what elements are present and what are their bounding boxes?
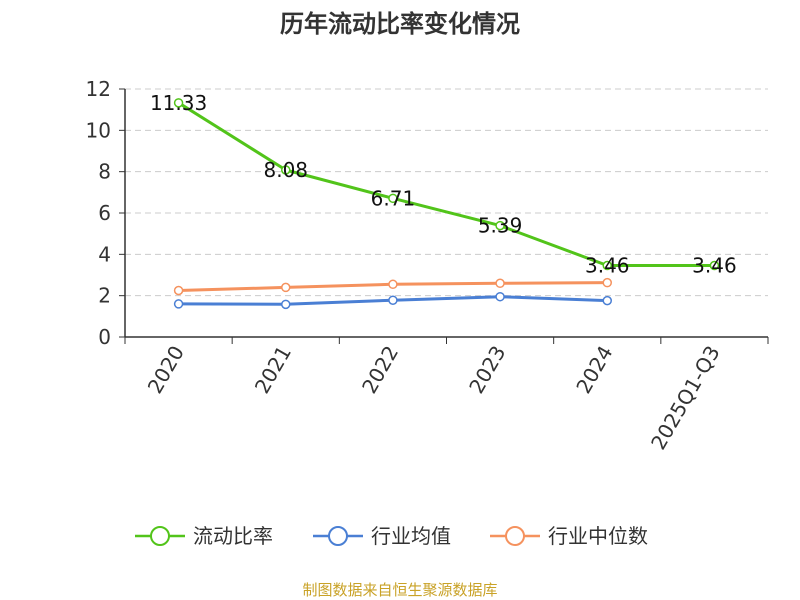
source-note: 制图数据来自恒生聚源数据库 xyxy=(302,581,497,599)
y-tick-label: 8 xyxy=(98,160,111,184)
data-point xyxy=(388,279,398,290)
data-label: 6.71 xyxy=(371,186,416,210)
legend-label: 流动比率 xyxy=(193,524,273,548)
data-point xyxy=(173,285,184,296)
data-point xyxy=(602,277,612,288)
grid xyxy=(125,88,768,297)
legend-label: 行业均值 xyxy=(371,524,451,548)
data-label: 3.46 xyxy=(692,253,737,277)
data-label: 5.39 xyxy=(478,214,523,238)
y-tick-label: 2 xyxy=(98,284,111,308)
data-point xyxy=(495,220,505,231)
data-point xyxy=(495,291,505,302)
x-tick-label: 2021 xyxy=(250,342,296,398)
x-tick-label: 2025Q1-Q3 xyxy=(646,342,725,454)
legend-marker xyxy=(328,526,348,546)
data-point xyxy=(602,260,612,271)
legend-item-1[interactable]: 行业均值 xyxy=(313,524,451,548)
legend-item-2[interactable]: 行业中位数 xyxy=(490,524,648,548)
x-tick-label: 2023 xyxy=(464,342,510,398)
chart-title: 历年流动比率变化情况 xyxy=(280,10,520,38)
data-point xyxy=(709,260,720,271)
legend-marker xyxy=(150,526,170,546)
data-point xyxy=(495,278,505,289)
x-tick-label: 2024 xyxy=(571,342,617,398)
data-point xyxy=(388,295,398,305)
data-point xyxy=(173,299,184,309)
y-tick-label: 0 xyxy=(98,325,111,349)
data-labels: 11.33 8.08 6.71 5.39 3.46 3.46 xyxy=(150,91,737,278)
legend-marker xyxy=(505,526,525,546)
data-point xyxy=(281,282,291,293)
x-tick-label: 2022 xyxy=(357,342,403,398)
series-line-0 xyxy=(177,101,715,267)
data-point xyxy=(173,98,184,108)
y-tick-label: 6 xyxy=(98,201,111,225)
y-tick-label: 4 xyxy=(98,242,111,266)
data-label: 8.08 xyxy=(263,158,308,182)
data-label: 3.46 xyxy=(585,253,630,277)
data-point xyxy=(281,299,291,310)
x-tick-label: 2020 xyxy=(143,342,189,398)
legend: 流动比率 行业均值 行业中位数 xyxy=(135,524,648,548)
y-tick-label: 12 xyxy=(86,77,111,101)
data-point xyxy=(602,295,612,306)
data-point xyxy=(281,165,291,175)
y-tick-label: 10 xyxy=(86,118,111,142)
series xyxy=(173,98,720,310)
legend-label: 行业中位数 xyxy=(548,524,648,548)
data-label: 11.33 xyxy=(150,91,207,115)
data-point xyxy=(388,193,398,204)
legend-item-0[interactable]: 流动比率 xyxy=(135,524,273,548)
